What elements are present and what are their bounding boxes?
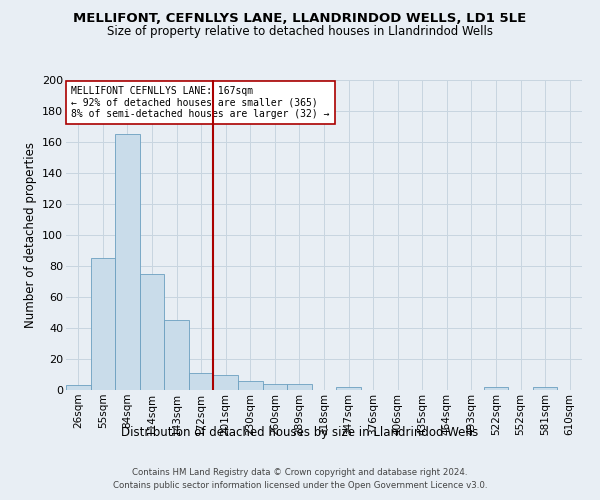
Bar [238,380,263,390]
Bar [66,386,91,390]
Bar [484,387,508,390]
Bar [533,387,557,390]
Bar [115,134,140,390]
Bar [336,387,361,390]
Bar [164,320,189,390]
Bar [214,374,238,390]
Bar [189,373,214,390]
Text: Distribution of detached houses by size in Llandrindod Wells: Distribution of detached houses by size … [121,426,479,439]
Text: Contains public sector information licensed under the Open Government Licence v3: Contains public sector information licen… [113,480,487,490]
Bar [263,384,287,390]
Text: MELLIFONT CEFNLLYS LANE: 167sqm
← 92% of detached houses are smaller (365)
8% of: MELLIFONT CEFNLLYS LANE: 167sqm ← 92% of… [71,86,329,120]
Bar [91,258,115,390]
Y-axis label: Number of detached properties: Number of detached properties [23,142,37,328]
Bar [287,384,312,390]
Text: MELLIFONT, CEFNLLYS LANE, LLANDRINDOD WELLS, LD1 5LE: MELLIFONT, CEFNLLYS LANE, LLANDRINDOD WE… [73,12,527,26]
Text: Size of property relative to detached houses in Llandrindod Wells: Size of property relative to detached ho… [107,25,493,38]
Text: Contains HM Land Registry data © Crown copyright and database right 2024.: Contains HM Land Registry data © Crown c… [132,468,468,477]
Bar [140,274,164,390]
